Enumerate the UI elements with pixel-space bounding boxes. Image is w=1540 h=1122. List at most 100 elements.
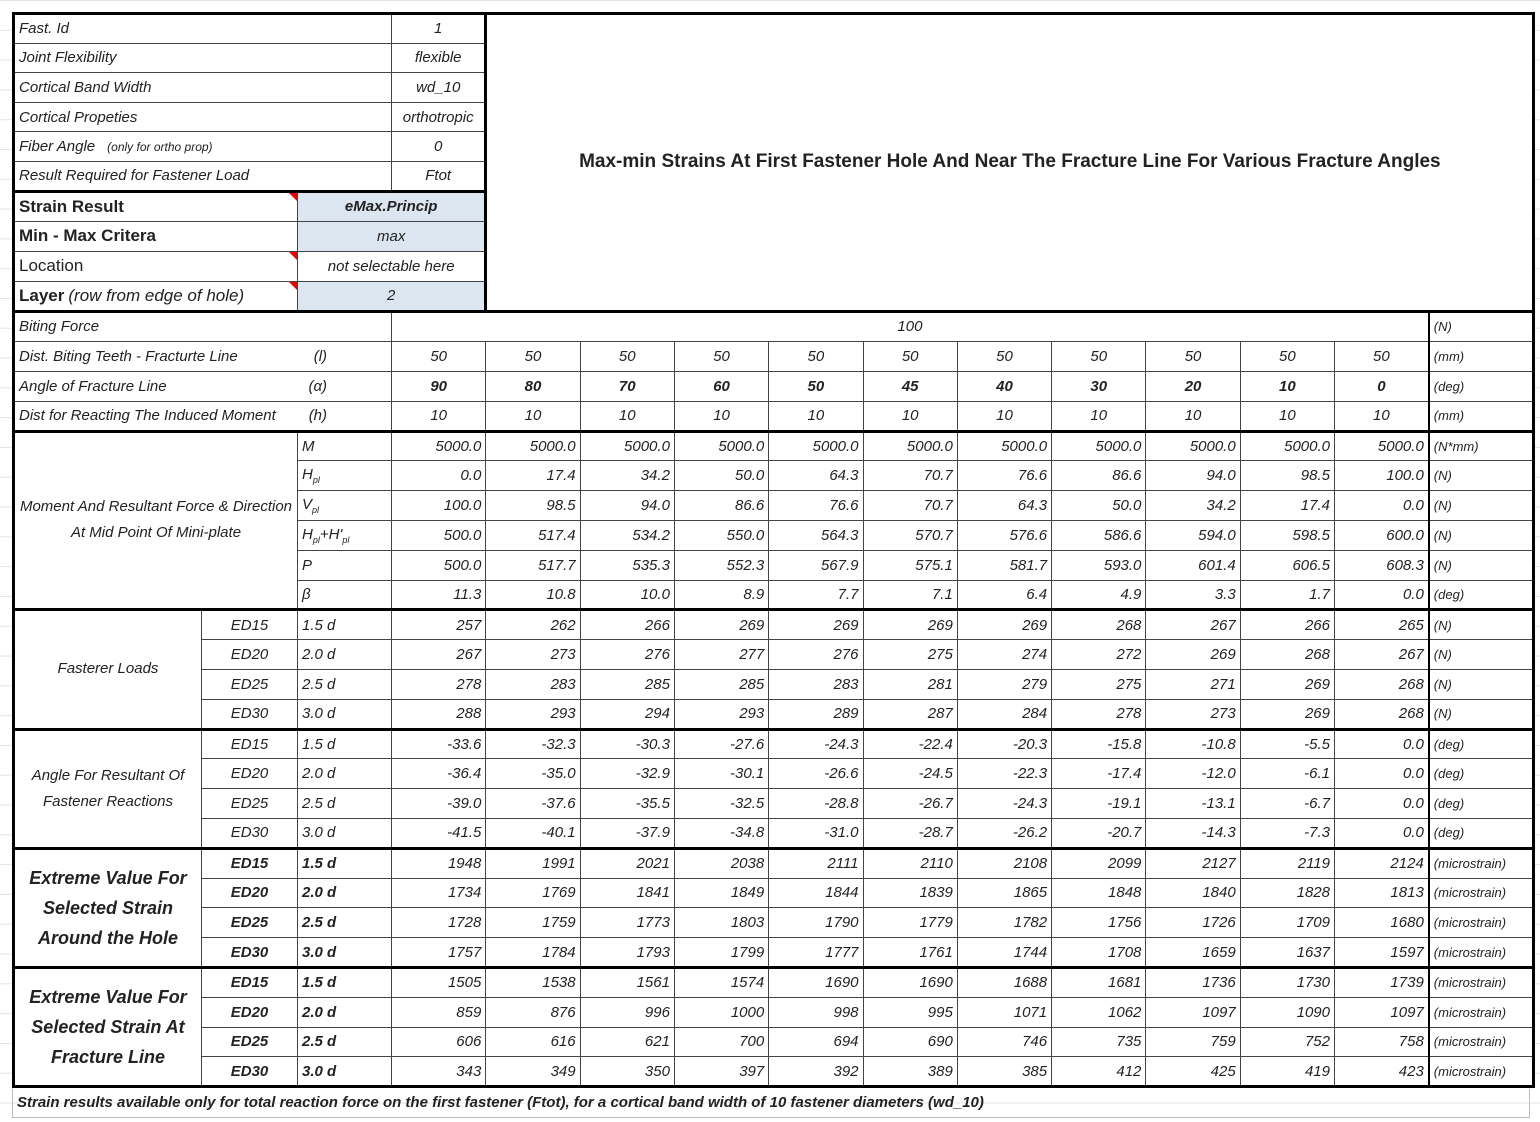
symbol-main: M [302,437,315,455]
param-value[interactable]: Ftot [391,160,488,192]
unit: (deg) [1427,817,1535,849]
input-value[interactable]: 45 [862,370,958,402]
result-value: 758 [1333,1026,1430,1058]
sheet-row: Layer (row from edge of hole) 2 [13,280,1534,312]
result-value: 1784 [485,937,581,968]
result-value: 2038 [673,846,770,879]
edge-distance: 1.5 d [296,846,393,879]
moment-value: 567.9 [768,549,864,581]
param-label-text: Cortical Band Width [19,78,152,96]
input-value[interactable]: 50 [956,340,1053,372]
param-value[interactable]: orthotropic [391,101,488,133]
result-value: -34.8 [673,817,770,849]
unit: (N) [1427,668,1535,700]
unit: (microstrain) [1427,907,1535,939]
param-value[interactable]: 0 [391,131,488,162]
input-value[interactable]: 10 [956,400,1053,432]
param-value[interactable]: 1 [391,12,488,44]
result-value: 279 [956,668,1053,700]
result-value: 423 [1333,1056,1430,1088]
sheet-row: ED20 2.0 d 1734 1769 1841 1849 1844 1839 1865 184… [14,877,1535,909]
input-value[interactable]: 50 [1239,340,1336,372]
input-value[interactable]: 50 [673,340,770,372]
input-value[interactable]: 10 [485,400,581,432]
input-value[interactable]: 50 [579,340,675,372]
result-value: 1097 [1333,996,1430,1028]
sheet-title: Max-min Strains At First Fastener Hole A… [485,12,1535,312]
result-value: 278 [1051,698,1147,730]
input-value[interactable]: 20 [1145,370,1241,402]
input-value[interactable]: 10 [391,400,487,432]
input-value[interactable]: 50 [1145,340,1241,372]
result-value: 1848 [1051,877,1147,909]
input-value[interactable]: 50 [768,370,864,402]
sheet-row: (α) Angle of Fracture Line 90 80 70 60 50 45 40 3… [12,370,1535,402]
input-value[interactable]: 50 [862,340,958,372]
input-value[interactable]: 50 [1051,340,1147,372]
input-value[interactable]: 50 [768,340,864,372]
input-value[interactable]: 10 [1145,400,1241,432]
result-value: -37.9 [579,817,675,849]
result-value: -30.1 [673,758,770,790]
moment-value: 517.4 [485,519,581,551]
input-value[interactable]: 10 [1239,400,1336,432]
result-value: 1839 [862,877,958,909]
result-value: -33.6 [391,727,487,760]
result-value: -36.4 [391,758,487,790]
result-value: 1681 [1051,965,1147,998]
result-value: 269 [956,608,1053,641]
input-value[interactable]: 10 [768,400,864,432]
result-value: 2099 [1051,846,1147,879]
selector-value[interactable]: eMax.Princip [296,189,488,222]
moment-value: 6.4 [956,579,1053,611]
moment-value: 594.0 [1145,519,1241,551]
edge-distance-id: ED15 [201,846,298,879]
symbol-main: H [302,525,313,543]
input-value[interactable]: 10 [579,400,675,432]
result-value: 1726 [1145,907,1241,939]
input-value[interactable]: 10 [1051,400,1147,432]
result-value: 385 [956,1056,1053,1088]
input-value[interactable]: 0 [1333,370,1430,402]
moment-value: 34.2 [579,460,675,492]
input-value[interactable]: 60 [673,370,770,402]
moment-value: 98.5 [1239,460,1336,492]
input-value[interactable]: 10 [673,400,770,432]
result-value: 1744 [956,937,1053,968]
result-value: -24.3 [768,727,864,760]
input-value[interactable]: 10 [862,400,958,432]
moment-value: 5000.0 [956,429,1053,462]
unit: (microstrain) [1427,877,1535,909]
input-value[interactable]: 50 [485,340,581,372]
input-value[interactable]: 40 [956,370,1053,402]
moment-value: 535.3 [579,549,675,581]
param-value[interactable]: flexible [391,42,488,74]
selector-value[interactable]: 2 [296,280,488,312]
input-value[interactable]: 10 [1239,370,1336,402]
param-label-text: Fiber Angle [19,138,96,156]
input-value[interactable]: 10 [1333,400,1430,432]
selector-label-text: Location [19,256,84,276]
input-value[interactable]: 50 [391,340,487,372]
moment-value: 100.0 [1333,460,1430,492]
sheet-row: Location not selectable here [13,250,1534,282]
selector-value[interactable]: max [296,220,488,252]
sheet-row: Biting Force 100 (N) [12,309,1535,342]
input-value[interactable]: 90 [391,370,487,402]
result-value: 350 [579,1056,675,1088]
input-value[interactable]: 70 [579,370,675,402]
moment-value: 86.6 [1051,460,1147,492]
input-value[interactable]: 50 [1333,340,1430,372]
input-value[interactable]: 80 [485,370,581,402]
result-value: 1690 [768,965,864,998]
edge-distance: 2.5 d [296,907,393,939]
sheet-row: ED30 3.0 d -41.5 -40.1 -37.9 -34.8 -31.0 -28.7-… [14,817,1535,849]
edge-distance: 3.0 d [296,1056,393,1088]
result-value: 2108 [956,846,1053,879]
result-value: 267 [1333,639,1430,670]
selector-label: Min - Max Critera [13,220,298,252]
sheet-row: Cortical Propeties orthotropic [12,101,1534,133]
biting-force-value[interactable]: 100 [391,309,1430,342]
input-value[interactable]: 30 [1051,370,1147,402]
param-value[interactable]: wd_10 [391,72,488,103]
